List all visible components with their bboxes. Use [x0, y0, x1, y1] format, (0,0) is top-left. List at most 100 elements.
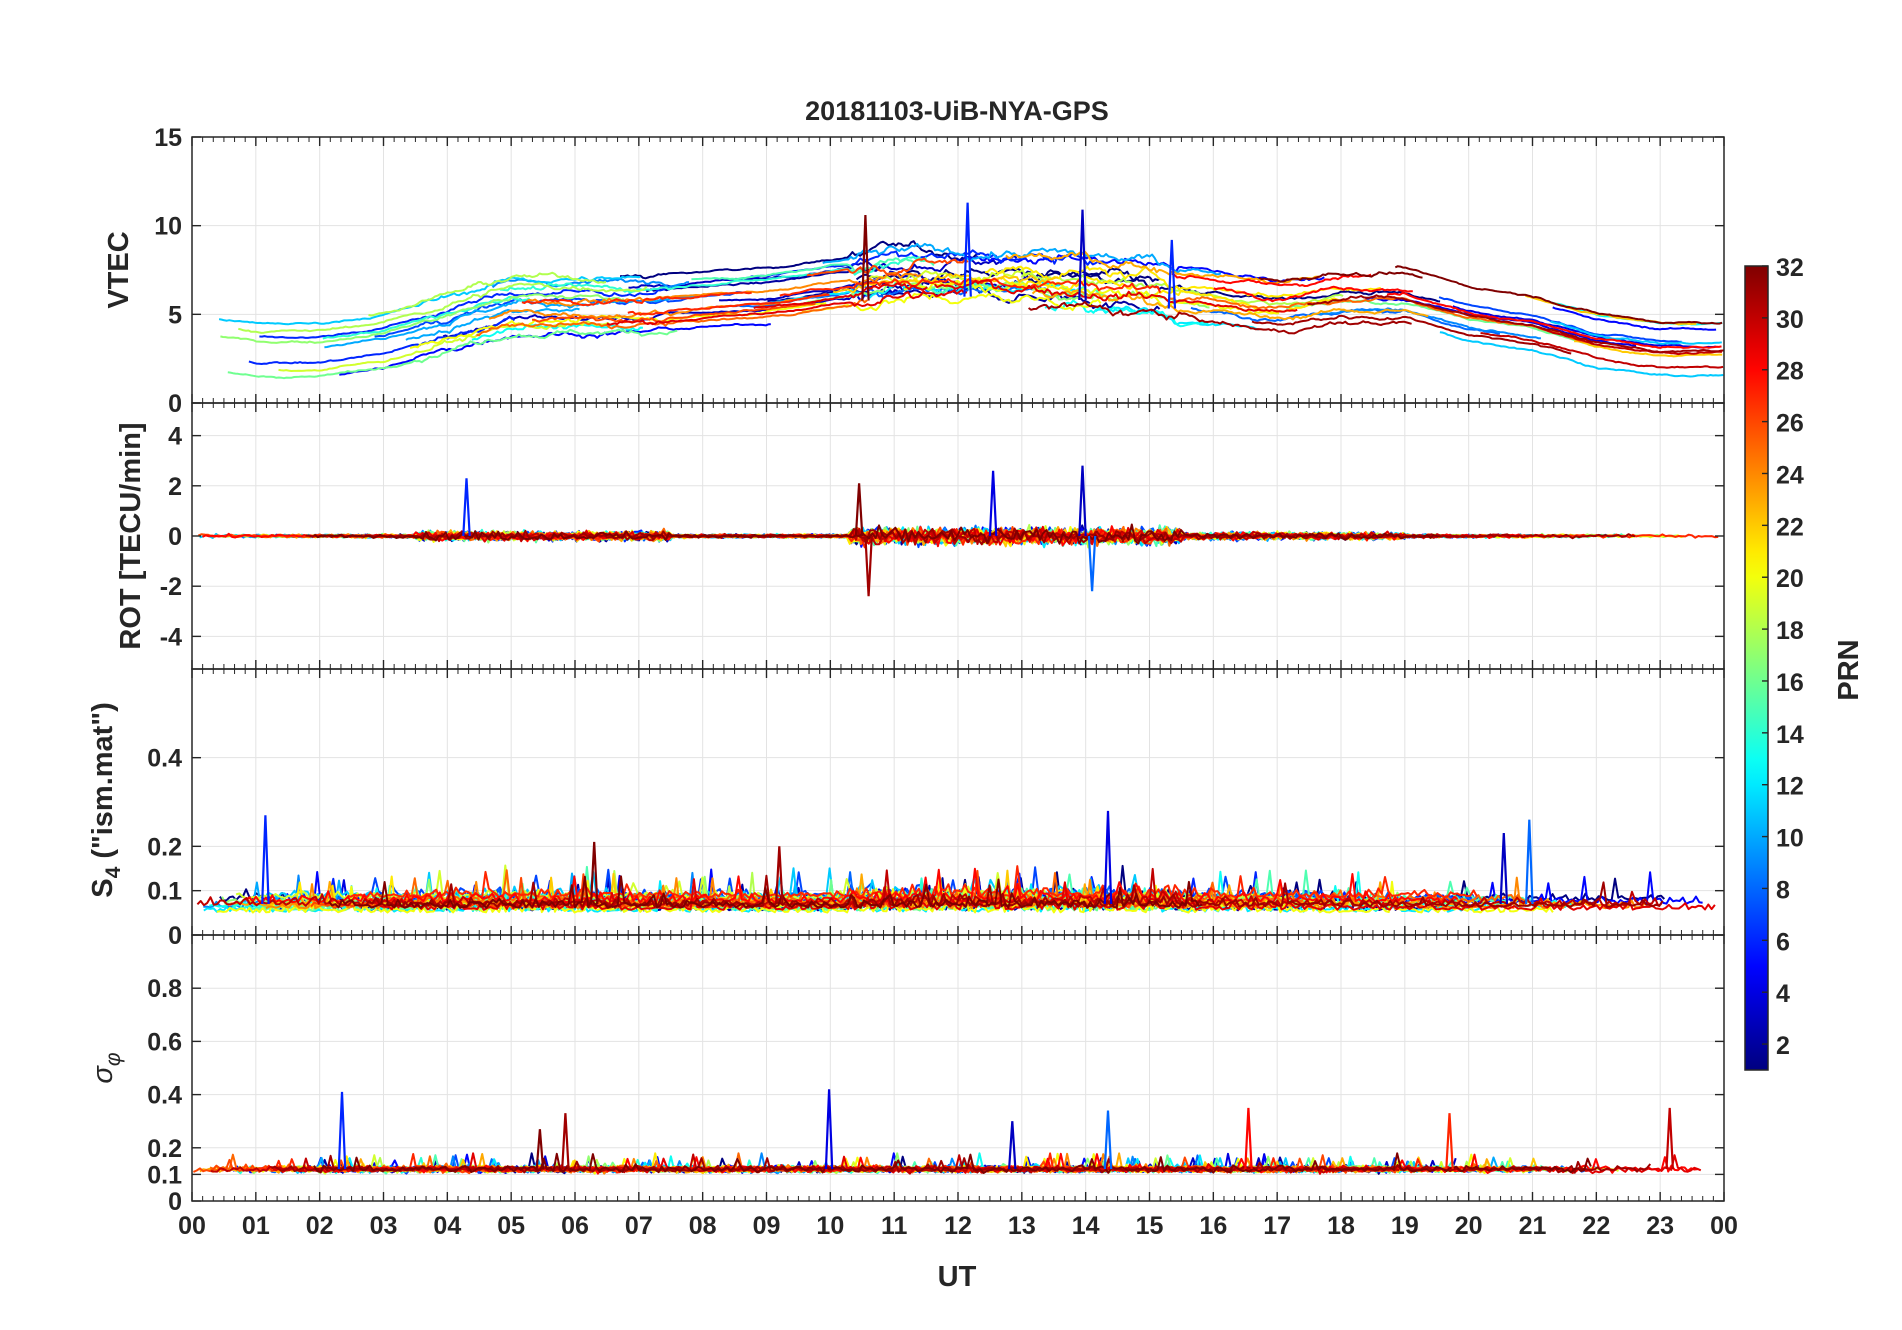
sigma-phi-ylabel-main: σ — [87, 1065, 119, 1084]
vtec-panel: 0 5 10 15 VTEC — [103, 124, 1725, 418]
s4-series — [196, 810, 1716, 914]
sigma-phi-panel: 00.10.2 0.4 0.6 0.8 σφ — [87, 934, 1725, 1216]
colorbar-tick-label: 4 — [1776, 980, 1790, 1008]
vtec-spike — [861, 214, 870, 301]
s4-spike — [261, 815, 270, 905]
vtec-spike — [1167, 239, 1177, 309]
vtec-spike — [963, 202, 972, 297]
x-tick-label: 23 — [1646, 1212, 1674, 1240]
sigma-phi-ylabel: σφ — [87, 1052, 125, 1084]
prn-6-series — [248, 316, 516, 365]
prn-28-series — [1213, 285, 1413, 303]
prn-29-series — [753, 282, 928, 310]
x-tick-labels: 00 01 02 03 04 05 06 07 08 09 10 11 12 13 14 15 16 17 18 19… — [178, 1212, 1738, 1240]
prn-31-series — [1028, 301, 1412, 335]
colorbar-tick-label: 24 — [1776, 461, 1804, 489]
x-tick-label: 20 — [1455, 1212, 1483, 1240]
s4-spike — [1525, 819, 1534, 905]
vtec-ylabel: VTEC — [103, 231, 135, 308]
prn-30-series — [1535, 325, 1723, 356]
rot-series — [197, 465, 1719, 597]
x-tick-label: 18 — [1327, 1212, 1355, 1240]
colorbar-tick-label: 16 — [1776, 669, 1804, 697]
x-tick-label: 01 — [242, 1212, 270, 1240]
x-tick-label: 09 — [753, 1212, 781, 1240]
prn-28-series — [1171, 272, 1372, 287]
y-tick-label: 0 — [168, 1188, 182, 1216]
x-tick-label: 00 — [1710, 1212, 1738, 1240]
sigma_phi-spike — [824, 1089, 834, 1170]
prn-14-series — [322, 295, 531, 340]
y-tick-label: 10 — [154, 213, 182, 241]
colorbar-tick-label: 22 — [1776, 513, 1804, 541]
colorbar-tick-label: 30 — [1776, 306, 1804, 334]
prn-32-series — [313, 1152, 1592, 1174]
prn-26-series — [532, 302, 816, 324]
x-tick-label: 06 — [561, 1212, 589, 1240]
vtec-series — [218, 202, 1724, 380]
s4-spike — [775, 846, 784, 905]
colorbar-tick-label: 12 — [1776, 773, 1804, 801]
colorbar-tick-label: 32 — [1776, 254, 1804, 282]
x-tick-label: 19 — [1391, 1212, 1419, 1240]
y-tick-label: 0.2 — [147, 1135, 182, 1163]
s4-spike — [1499, 832, 1509, 905]
colorbar-tick-label: 10 — [1776, 825, 1804, 853]
sigma_phi-spike — [561, 1113, 570, 1170]
prn-4-series — [1452, 305, 1716, 349]
rot-spike — [864, 535, 873, 597]
prn-16-series — [227, 328, 678, 380]
sigma-phi-ticks: 00.10.2 0.4 0.6 0.8 — [147, 935, 1725, 1216]
sigma-phi-ylabel-sub: φ — [102, 1052, 125, 1066]
y-tick-label: 4 — [168, 423, 182, 451]
y-tick-label: 0.1 — [147, 878, 182, 906]
prn-17-series — [220, 293, 625, 344]
prn-32-series — [328, 875, 1203, 909]
s4-ylabel-main: S — [87, 878, 119, 897]
prn-5-series — [961, 253, 1325, 284]
s4-ylabel: S4 ("ism.mat") — [87, 702, 125, 898]
y-tick-label: 0.4 — [147, 1082, 182, 1110]
vtec-ticks: 0 5 10 15 — [154, 124, 1725, 418]
sigma_phi-spike — [1103, 1110, 1113, 1170]
prn-1-series — [855, 267, 1161, 283]
prn-25-series — [476, 298, 868, 337]
prn-3-series — [442, 288, 898, 339]
prn-23-series — [1031, 289, 1429, 321]
prn-29-series — [606, 289, 968, 326]
rot-spike — [462, 478, 471, 537]
x-tick-label: 14 — [1072, 1212, 1100, 1240]
colorbar-tick-label: 2 — [1776, 1032, 1790, 1060]
y-tick-label: 0.6 — [147, 1028, 182, 1056]
y-tick-label: 0.8 — [147, 975, 182, 1003]
colorbar-tick-label: 14 — [1776, 721, 1804, 749]
prn-32-series — [313, 523, 1441, 545]
y-tick-label: 0 — [168, 523, 182, 551]
prn-31-series — [365, 874, 1664, 908]
prn-31-series — [1251, 314, 1572, 355]
prn-32-series — [1394, 265, 1723, 325]
prn-29-series — [933, 279, 1298, 313]
rot-spike — [854, 483, 864, 537]
prn-22-series — [832, 273, 1059, 294]
x-tick-label: 13 — [1008, 1212, 1036, 1240]
prn-15-series — [691, 257, 935, 281]
rot-spike — [1087, 535, 1097, 592]
sigma_phi-spike — [535, 1129, 545, 1170]
prn-6-series — [259, 288, 666, 339]
prn-18-series — [368, 271, 607, 317]
y-tick-label: 15 — [154, 124, 182, 152]
rot-ylabel: ROT [TECU/min] — [115, 422, 147, 649]
prn-30-series — [1480, 332, 1724, 369]
sigma_phi-spike — [1244, 1107, 1253, 1170]
prn-1-series — [1023, 271, 1441, 303]
s4-panel: 0 0.1 0.2 0.4 S4 ("ism.mat") — [87, 668, 1725, 950]
y-tick-label: -2 — [160, 573, 182, 601]
x-tick-label: 08 — [689, 1212, 717, 1240]
x-tick-label: 03 — [370, 1212, 398, 1240]
y-tick-label: 0 — [168, 390, 182, 418]
x-tick-label: 12 — [944, 1212, 972, 1240]
colorbar-tick-label: 28 — [1776, 358, 1804, 386]
sigma_phi-spike — [1008, 1121, 1017, 1170]
